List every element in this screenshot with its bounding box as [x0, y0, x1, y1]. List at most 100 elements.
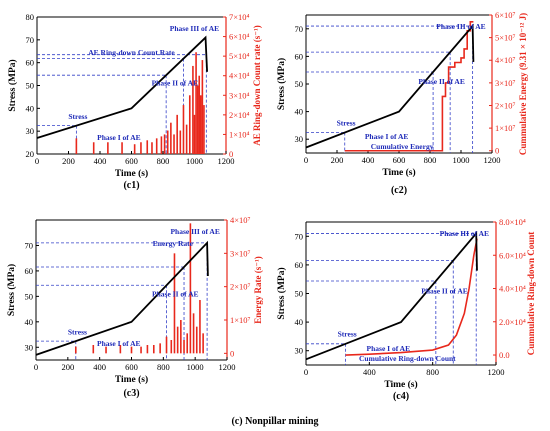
- y-tick-label: 70: [295, 24, 304, 34]
- y-axis-label: Stress (MPa): [7, 59, 18, 111]
- y-tick-label: 40: [25, 317, 34, 327]
- ae-bar: [160, 136, 163, 154]
- figure-caption: (c) Nonpillar mining: [231, 416, 318, 427]
- stress-annotation: Stress: [338, 329, 357, 338]
- ae-bar: [185, 124, 188, 154]
- ae-bar: [130, 346, 133, 354]
- y2-tick-label: 4×10⁷: [230, 215, 251, 225]
- panel-caption: (c2): [391, 185, 407, 196]
- ae-bar: [151, 142, 153, 154]
- x-tick-label: 200: [331, 155, 344, 165]
- ae-bar: [176, 326, 179, 354]
- ae-bar: [75, 138, 78, 154]
- x-axis-label: Time (s): [382, 167, 415, 178]
- stress-line: [35, 240, 209, 356]
- x-tick-label: 400: [93, 362, 106, 372]
- ae-bar: [92, 345, 95, 354]
- y2-axis-label: Cummulative Energy (9.31 × 10⁻¹² J): [518, 13, 528, 155]
- panel-caption: (c3): [123, 388, 139, 399]
- y-tick-label: 80: [26, 12, 35, 22]
- x-tick-label: 0: [304, 367, 308, 377]
- y2-tick-label: 0.0: [499, 350, 510, 360]
- y2-tick-label: 4×10⁴: [229, 71, 250, 81]
- ae-bar: [74, 346, 77, 354]
- y2-tick-label: 4×10⁷: [495, 55, 516, 65]
- series-annotation: AE Ring-down Count Rate: [88, 48, 175, 57]
- stress-line: [36, 35, 208, 139]
- x-tick-label: 800: [426, 367, 439, 377]
- x-tick-label: 0: [35, 156, 39, 166]
- ae-bar: [179, 130, 182, 154]
- y2-tick-label: 1×10⁷: [495, 123, 516, 133]
- y-tick-label: 60: [25, 266, 34, 276]
- y-tick-label: 40: [26, 103, 35, 113]
- y-tick-label: 60: [295, 51, 304, 61]
- ae-bar: [192, 313, 195, 354]
- y-tick-label: 30: [26, 126, 35, 136]
- y-tick-label: 30: [25, 342, 34, 352]
- ae-bar: [119, 345, 122, 354]
- y2-tick-label: 2×10⁷: [495, 100, 516, 110]
- y-tick-label: 40: [295, 107, 304, 117]
- x-tick-label: 0: [304, 155, 308, 165]
- y-axis-label: Stress (MPa): [276, 267, 287, 319]
- panel-caption: (c4): [393, 391, 409, 402]
- stress-annotation: Stress: [337, 118, 356, 127]
- ae-bar: [146, 345, 149, 354]
- y2-tick-label: 4.0×10⁴: [499, 284, 526, 294]
- y2-tick-label: 6×10⁴: [229, 32, 250, 42]
- phase1-annotation: Phase I of AE: [367, 344, 411, 353]
- ae-bar: [182, 105, 185, 154]
- ae-bar: [121, 142, 123, 154]
- stress-annotation: Stress: [68, 327, 87, 336]
- x-tick-label: 400: [362, 155, 375, 165]
- stress-line: [305, 231, 478, 361]
- ae-bar: [166, 130, 169, 154]
- y2-tick-label: 2.0×10⁴: [499, 317, 526, 327]
- series-annotation: Cumulative Ring-down Count: [359, 354, 456, 363]
- y2-tick-label: 6.0×10⁴: [499, 250, 526, 260]
- x-tick-label: 400: [363, 367, 376, 377]
- phase3-annotation: Phase III of AE: [440, 229, 489, 238]
- x-tick-label: 600: [125, 156, 138, 166]
- y-tick-label: 60: [295, 260, 304, 270]
- x-tick-label: 1200: [488, 367, 505, 377]
- ae-bar: [165, 336, 168, 354]
- ae-bar: [107, 142, 109, 154]
- ae-bar: [198, 75, 201, 154]
- y-tick-label: 30: [295, 134, 304, 144]
- ae-bar: [163, 134, 166, 154]
- x-tick-label: 1200: [218, 156, 235, 166]
- ae-bar: [196, 85, 199, 154]
- x-tick-label: 1000: [453, 155, 470, 165]
- phase2-annotation: Phase II of AE: [152, 289, 198, 298]
- phase2-annotation: Phase II of AE: [152, 79, 198, 88]
- y-tick-label: 20: [26, 149, 35, 159]
- ae-bar: [176, 114, 178, 154]
- y2-tick-label: 2×10⁴: [229, 110, 250, 120]
- ae-bar: [203, 105, 205, 154]
- y2-tick-label: 2×10⁷: [230, 282, 251, 292]
- y-tick-label: 70: [26, 35, 35, 45]
- phase1-annotation: Phase I of AE: [97, 133, 141, 142]
- ae-bar: [180, 320, 182, 354]
- x-tick-label: 1200: [219, 362, 236, 372]
- y2-tick-label: 1×10⁷: [230, 315, 251, 325]
- x-axis-label: Time (s): [384, 379, 417, 390]
- stress-annotation: Stress: [68, 112, 87, 121]
- x-tick-label: 600: [393, 155, 406, 165]
- y2-axis-label: Energy Rate (s⁻¹): [253, 256, 263, 323]
- x-tick-label: 1000: [186, 156, 203, 166]
- ae-bar: [105, 346, 107, 354]
- y-tick-label: 30: [295, 346, 304, 356]
- y2-tick-label: 0: [495, 146, 499, 156]
- y-tick-label: 60: [26, 58, 35, 68]
- y2-tick-label: 6×10⁷: [495, 10, 516, 20]
- ae-bar: [183, 340, 185, 354]
- ae-bar: [199, 300, 201, 354]
- phase2-annotation: Phase II of AE: [421, 287, 467, 296]
- phase1-annotation: Phase I of AE: [97, 339, 141, 348]
- chart-c3: 0 200 400 600 800 1000 1200 Time (s) 30 40 50 60 70 S…: [6, 215, 263, 399]
- y-tick-label: 50: [25, 291, 34, 301]
